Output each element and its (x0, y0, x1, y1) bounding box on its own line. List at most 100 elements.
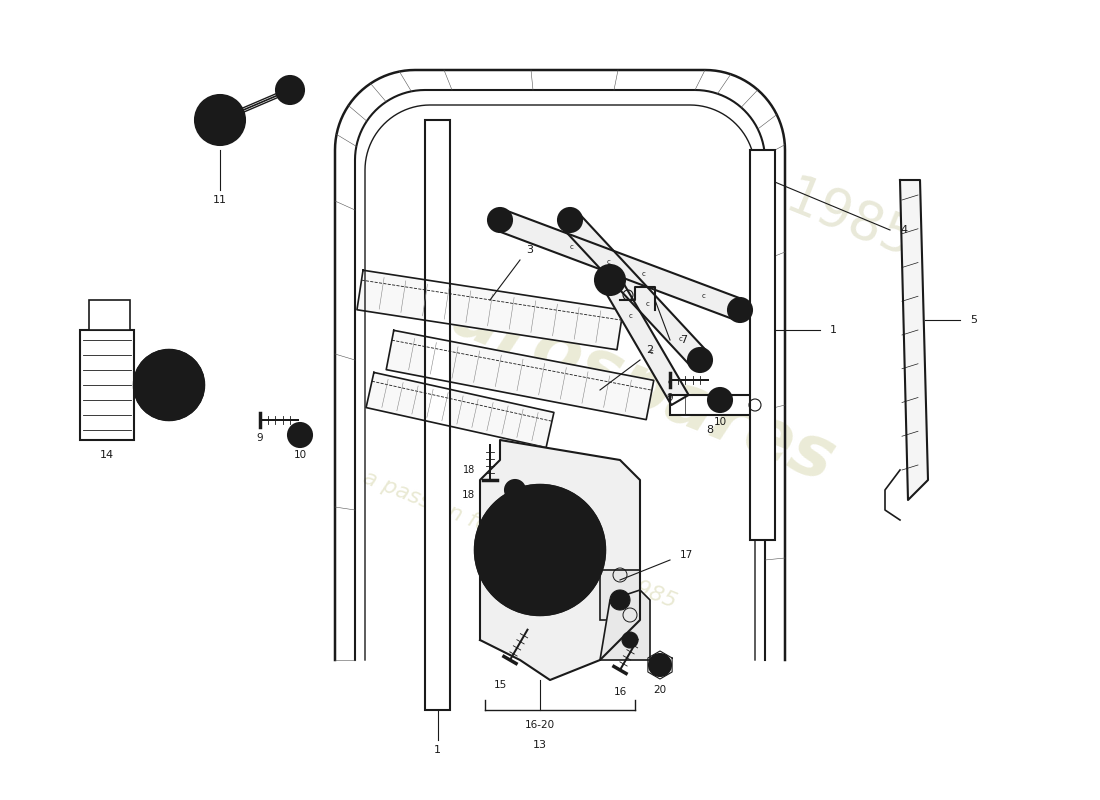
Circle shape (434, 166, 440, 172)
Circle shape (520, 530, 560, 570)
Circle shape (434, 382, 440, 389)
Circle shape (760, 246, 766, 251)
Circle shape (288, 423, 312, 447)
Bar (80, 330, 134, 440)
Circle shape (760, 422, 766, 427)
Circle shape (728, 298, 752, 322)
Circle shape (434, 520, 440, 526)
Bar (89, 300, 130, 330)
Circle shape (434, 501, 440, 506)
Text: 8: 8 (706, 425, 714, 435)
Circle shape (760, 210, 766, 216)
Text: c: c (646, 301, 650, 307)
Text: 4: 4 (900, 225, 908, 235)
Circle shape (147, 363, 191, 407)
Circle shape (434, 226, 440, 231)
Circle shape (276, 76, 304, 104)
Circle shape (760, 457, 766, 462)
Text: 19: 19 (508, 503, 521, 513)
Circle shape (760, 263, 766, 269)
Text: 17: 17 (680, 550, 693, 560)
Circle shape (434, 638, 440, 644)
Circle shape (621, 632, 638, 648)
Circle shape (434, 559, 440, 566)
Circle shape (434, 442, 440, 447)
Text: c: c (679, 336, 682, 342)
Circle shape (760, 228, 766, 234)
Circle shape (434, 343, 440, 350)
Text: a passion for parts since 1985: a passion for parts since 1985 (361, 468, 680, 612)
Text: 3: 3 (527, 245, 534, 255)
Text: c: c (570, 244, 574, 250)
Text: 2: 2 (647, 345, 653, 355)
Circle shape (434, 206, 440, 212)
Text: c: c (668, 379, 671, 385)
Circle shape (434, 678, 440, 683)
Text: 13: 13 (534, 740, 547, 750)
Text: 18: 18 (463, 465, 475, 475)
Polygon shape (600, 590, 650, 660)
Text: 18: 18 (462, 490, 475, 500)
Circle shape (760, 386, 766, 392)
Text: c: c (607, 259, 610, 265)
Circle shape (760, 298, 766, 304)
Text: 1: 1 (434, 745, 441, 755)
Circle shape (434, 461, 440, 467)
Text: 16-20: 16-20 (525, 720, 556, 730)
Text: 9: 9 (256, 433, 263, 443)
Text: 7: 7 (680, 335, 688, 345)
Polygon shape (496, 210, 744, 320)
Bar (670, 395, 760, 415)
Circle shape (760, 369, 766, 374)
Circle shape (760, 474, 766, 480)
Circle shape (434, 363, 440, 369)
Circle shape (434, 540, 440, 546)
Circle shape (708, 388, 732, 412)
Bar (750, 150, 776, 540)
Circle shape (434, 402, 440, 408)
Circle shape (760, 527, 766, 533)
Polygon shape (358, 270, 623, 350)
Text: eurospares: eurospares (395, 262, 845, 498)
Polygon shape (480, 440, 640, 680)
Polygon shape (386, 330, 653, 420)
Circle shape (434, 323, 440, 330)
Circle shape (434, 146, 440, 153)
Circle shape (434, 284, 440, 290)
Circle shape (558, 208, 582, 232)
Circle shape (434, 481, 440, 486)
Bar (600, 570, 640, 620)
Circle shape (649, 654, 671, 676)
Circle shape (434, 245, 440, 251)
Circle shape (434, 127, 440, 133)
Text: 1: 1 (830, 325, 837, 335)
Text: 11: 11 (213, 195, 227, 205)
Circle shape (434, 598, 440, 605)
Circle shape (488, 208, 512, 232)
Circle shape (134, 350, 204, 420)
Circle shape (475, 485, 605, 615)
Circle shape (760, 404, 766, 410)
Circle shape (434, 579, 440, 585)
Circle shape (760, 439, 766, 445)
Text: c: c (629, 313, 632, 319)
Text: c: c (642, 271, 646, 277)
Circle shape (760, 510, 766, 515)
Text: 9: 9 (667, 393, 673, 403)
Circle shape (434, 697, 440, 703)
Text: 15: 15 (494, 680, 507, 690)
Circle shape (495, 505, 585, 595)
Circle shape (434, 265, 440, 270)
Circle shape (610, 590, 630, 610)
Text: 1985: 1985 (778, 170, 922, 270)
Circle shape (760, 157, 766, 162)
Circle shape (760, 316, 766, 322)
Text: 20: 20 (653, 685, 667, 695)
Circle shape (434, 422, 440, 428)
Polygon shape (900, 180, 928, 500)
Circle shape (760, 175, 766, 181)
Polygon shape (602, 275, 689, 405)
Text: c: c (650, 349, 653, 355)
Circle shape (434, 186, 440, 192)
Polygon shape (366, 373, 554, 447)
